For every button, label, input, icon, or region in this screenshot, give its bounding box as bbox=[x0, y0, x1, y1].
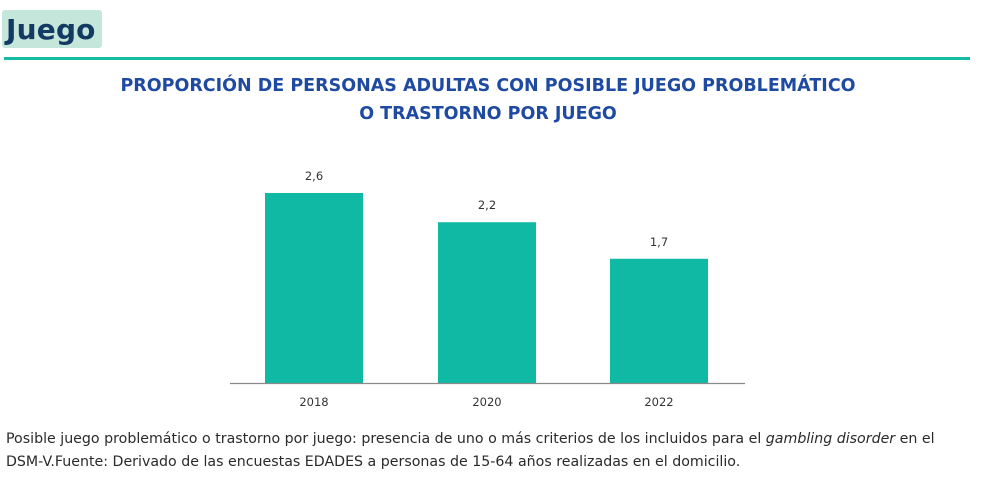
section-divider bbox=[4, 57, 970, 60]
bar-2020 bbox=[438, 222, 536, 383]
chart-title-line-1: PROPORCIÓN DE PERSONAS ADULTAS CON POSIB… bbox=[120, 76, 856, 96]
bar-2018 bbox=[265, 193, 363, 383]
data-label-2018: 2,6 bbox=[305, 169, 323, 183]
data-label-2020: 2,2 bbox=[478, 198, 496, 212]
chart-title-line-2: O TRASTORNO POR JUEGO bbox=[359, 104, 617, 124]
section-badge: Juego bbox=[2, 10, 102, 48]
data-label-2022: 1,7 bbox=[650, 235, 668, 249]
x-tick-label-2018: 2018 bbox=[299, 395, 328, 409]
section-title: Juego bbox=[6, 12, 96, 46]
footnote: Posible juego problemático o trastorno p… bbox=[6, 428, 976, 474]
footnote-italic-term: gambling disorder bbox=[765, 431, 896, 447]
bar-2022 bbox=[610, 258, 708, 383]
x-tick-label-2020: 2020 bbox=[472, 395, 501, 409]
footnote-text-2: en el DSM-V.Fuente: Derivado de las encu… bbox=[6, 431, 935, 470]
footnote-text-1: Posible juego problemático o trastorno p… bbox=[6, 431, 766, 447]
x-tick-label-2022: 2022 bbox=[644, 395, 673, 409]
chart-title: PROPORCIÓN DE PERSONAS ADULTAS CON POSIB… bbox=[0, 72, 976, 128]
